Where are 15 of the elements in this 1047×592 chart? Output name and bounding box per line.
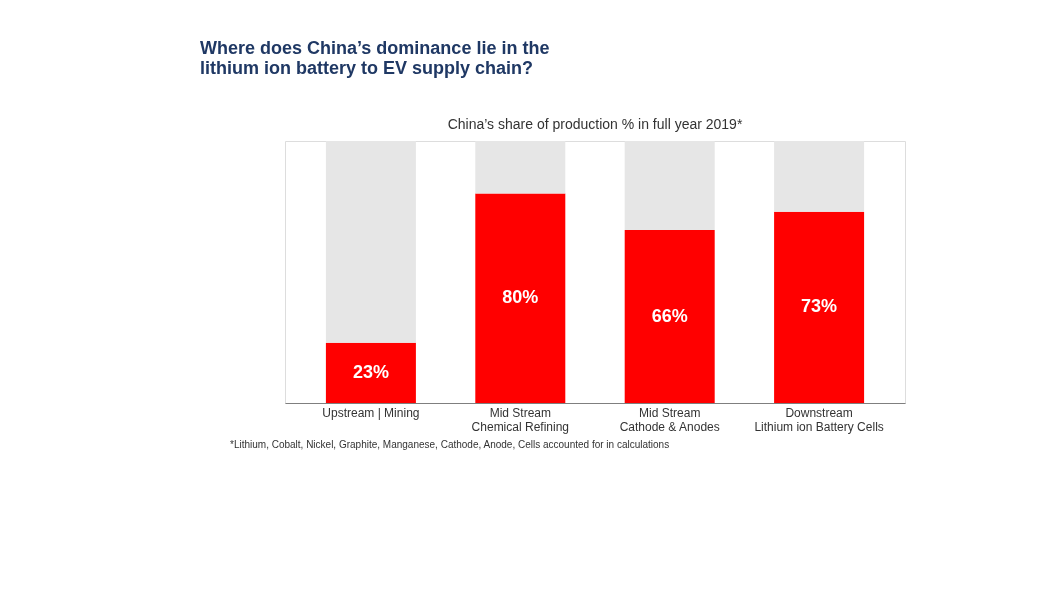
x-tick-label: Upstream | Mining [322, 405, 420, 420]
bar [774, 211, 865, 403]
chart-subtitle: China’s share of production % in full year 2019* [447, 116, 743, 132]
data-label: 73% [801, 296, 838, 317]
data-label: 23% [352, 361, 389, 382]
x-tick-label: Mid Stream Chemical Refining [471, 405, 569, 434]
text: *Lithium, Cobalt, Nickel, Graphite, Manganese, Cathode, Anode, Cells accounted for in calculations [230, 439, 670, 450]
bar [624, 230, 715, 403]
bar [475, 193, 566, 403]
x-tick-label: Mid Stream Cathode & Anodes [619, 405, 720, 434]
data-label: 80% [502, 287, 539, 308]
x-tick-label: Downstream Lithium ion Battery Cells [754, 405, 884, 434]
chart-title: Where does China’s dominance lie in the lithium ion battery to EV supply chain? [200, 38, 550, 78]
bar [325, 342, 416, 403]
data-label: 66% [651, 305, 688, 326]
